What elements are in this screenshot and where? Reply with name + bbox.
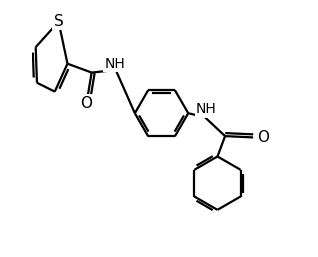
Text: S: S: [54, 14, 64, 29]
Text: NH: NH: [104, 57, 125, 71]
Text: O: O: [257, 130, 269, 145]
Text: O: O: [80, 96, 93, 111]
Text: NH: NH: [196, 103, 217, 116]
